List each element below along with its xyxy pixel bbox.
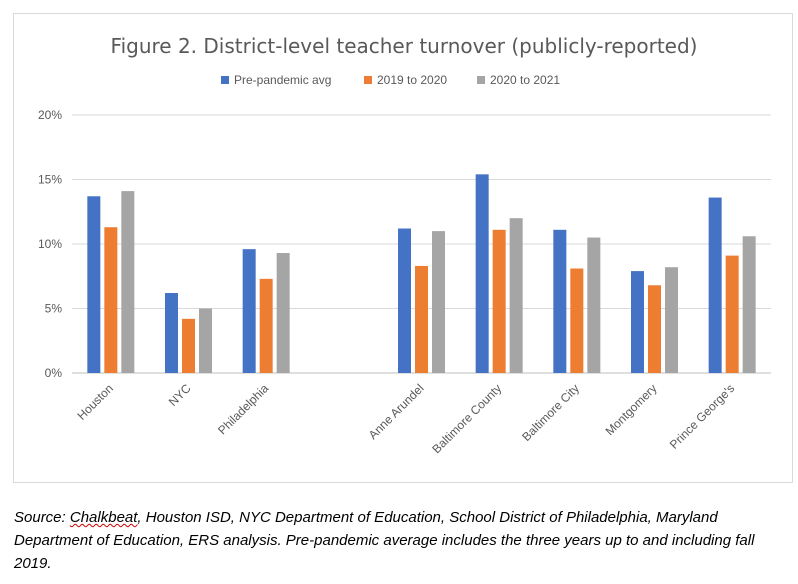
legend-label: Pre-pandemic avg — [234, 73, 331, 87]
bar — [398, 228, 411, 373]
bar — [570, 268, 584, 373]
bar — [415, 265, 428, 373]
bar — [665, 267, 678, 373]
x-tick-label: Houston — [74, 381, 116, 423]
bar — [475, 174, 489, 373]
y-tick-label: 20% — [38, 108, 62, 122]
y-tick-label: 0% — [45, 366, 63, 380]
x-tick-label: Montgomery — [603, 381, 660, 438]
bar — [199, 308, 212, 373]
source-link-word: Chalkbeat — [69, 509, 138, 526]
y-tick-label: 15% — [38, 173, 62, 187]
bar — [492, 229, 506, 373]
bar — [259, 278, 273, 373]
bar — [87, 196, 101, 373]
bar — [182, 318, 195, 373]
x-tick-label: Philadelphia — [215, 381, 271, 437]
source-rest: , Houston ISD, NYC Department of Educati… — [14, 509, 755, 572]
x-tick-label: Baltimore City — [519, 381, 582, 444]
bar — [165, 293, 178, 373]
bar — [553, 229, 567, 373]
bar — [631, 271, 644, 373]
bar — [432, 231, 445, 373]
bar — [708, 197, 722, 373]
legend-swatch — [364, 76, 372, 84]
bar — [104, 227, 118, 373]
y-tick-label: 5% — [45, 302, 63, 316]
chart-frame: Figure 2. District-level teacher turnove… — [13, 13, 793, 483]
legend-swatch — [477, 76, 485, 84]
bar — [121, 191, 135, 373]
bar — [742, 236, 756, 373]
x-tick-label: Prince George's — [667, 381, 737, 451]
bar — [242, 249, 256, 373]
x-tick-label: NYC — [166, 381, 194, 409]
legend-label: 2020 to 2021 — [490, 73, 560, 87]
source-prefix: Source: — [14, 509, 70, 526]
bar-chart: 0% 5% 10% 15% 20% Houston NYC Philadelphia Anne … — [38, 73, 771, 456]
bar — [587, 237, 601, 373]
bar — [725, 255, 739, 373]
source-note: Source: Chalkbeat, Houston ISD, NYC Depa… — [14, 506, 794, 575]
x-tick-label: Baltimore County — [429, 381, 504, 456]
chart-title: Figure 2. District-level teacher turnove… — [110, 34, 698, 58]
y-tick-label: 10% — [38, 237, 62, 251]
bar — [648, 285, 661, 373]
bar — [509, 218, 523, 373]
x-tick-label: Anne Arundel — [366, 381, 427, 442]
legend-label: 2019 to 2020 — [377, 73, 447, 87]
bar — [276, 253, 290, 373]
legend-swatch — [221, 76, 229, 84]
